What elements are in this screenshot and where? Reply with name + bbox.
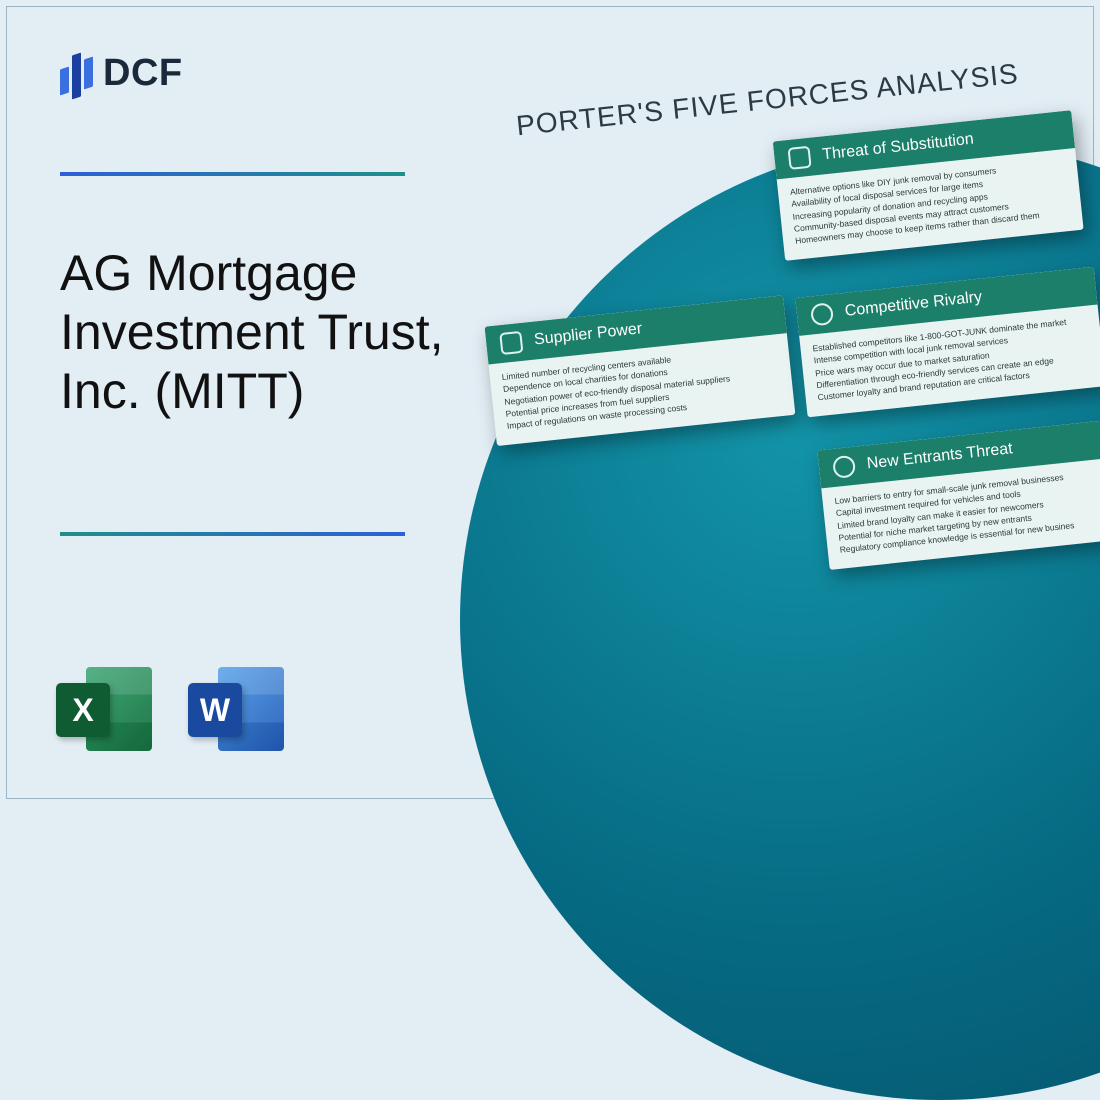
cards-group: Threat of Substitution Alternative optio… — [472, 88, 1100, 712]
logo-bars-icon — [60, 48, 93, 98]
page-title: AG Mortgage Investment Trust, Inc. (MITT… — [60, 244, 530, 421]
pie-icon — [810, 302, 834, 326]
card-title: Supplier Power — [533, 320, 643, 349]
word-icon: W — [188, 661, 284, 757]
card-competitive-rivalry: Competitive Rivalry Established competit… — [795, 267, 1100, 417]
word-badge-letter: W — [188, 683, 242, 737]
excel-icon: X — [56, 661, 152, 757]
brand-name: DCF — [103, 52, 183, 95]
refresh-icon — [787, 146, 811, 170]
card-threat-substitution: Threat of Substitution Alternative optio… — [773, 110, 1084, 260]
card-title: Competitive Rivalry — [844, 289, 983, 321]
card-supplier-power: Supplier Power Limited number of recycli… — [484, 295, 795, 445]
file-icons-row: X W — [56, 661, 284, 757]
key-icon — [499, 331, 523, 355]
card-title: New Entrants Threat — [866, 440, 1014, 473]
divider-bottom — [60, 532, 405, 536]
divider-top — [60, 172, 405, 176]
card-title: Threat of Substitution — [822, 131, 975, 165]
person-icon — [832, 455, 856, 479]
card-new-entrants: New Entrants Threat Low barriers to entr… — [817, 419, 1100, 569]
brand-logo: DCF — [60, 48, 183, 98]
excel-badge-letter: X — [56, 683, 110, 737]
